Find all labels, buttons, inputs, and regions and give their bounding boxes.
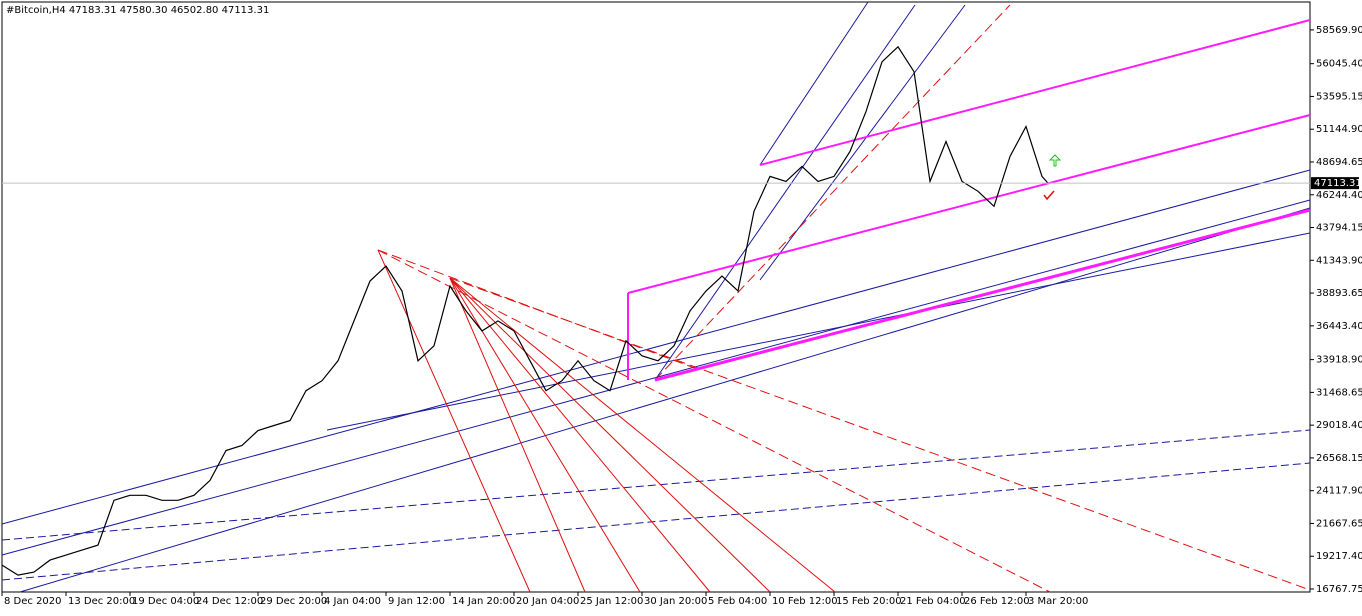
fan-line — [449, 277, 771, 593]
x-tick-label: 20 Jan 04:00 — [516, 596, 579, 607]
y-tick-label: 29018.40 — [1316, 420, 1362, 431]
current-price-label: 47113.31 — [1314, 178, 1362, 189]
dashed-fan — [654, 4, 1011, 381]
buy-arrow — [1048, 154, 1062, 167]
y-tick-label: 56045.40 — [1316, 59, 1362, 70]
fan-line — [449, 277, 836, 593]
x-tick-label: 9 Jan 12:00 — [388, 596, 445, 607]
y-tick-label: 51144.90 — [1316, 124, 1362, 135]
y-tick-label: 16767.75 — [1316, 584, 1362, 595]
x-tick-label: 30 Jan 20:00 — [644, 596, 707, 607]
x-tick-label: 26 Feb 12:00 — [964, 596, 1030, 607]
x-tick-label: 29 Dec 20:00 — [260, 596, 327, 607]
y-tick-label: 33918.90 — [1316, 355, 1362, 366]
y-tick-label: 21667.65 — [1316, 518, 1362, 529]
dashed-fan — [377, 249, 1051, 593]
y-tick-label: 36443.40 — [1316, 321, 1362, 332]
channel-line — [654, 208, 1311, 382]
x-tick-label: 19 Dec 04:00 — [132, 596, 199, 607]
trendline — [654, 4, 916, 381]
fan-line — [449, 277, 641, 593]
y-tick-label: 24117.90 — [1316, 486, 1362, 497]
fan-line — [449, 277, 711, 593]
x-tick-label: 10 Feb 12:00 — [772, 596, 838, 607]
drawings — [1, 1, 1311, 593]
x-tick-label: 24 Dec 12:00 — [196, 596, 263, 607]
trendline — [326, 232, 1311, 431]
check-mark — [1043, 190, 1055, 201]
x-tick-label: 21 Feb 04:00 — [900, 596, 966, 607]
x-tick-label: 8 Dec 2020 — [4, 596, 62, 607]
dashed-fan — [377, 249, 701, 371]
fan-line — [449, 277, 586, 593]
y-tick-label: 58569.90 — [1316, 25, 1362, 36]
y-tick-label: 48694.65 — [1316, 157, 1362, 168]
x-tick-label: 15 Feb 20:00 — [836, 596, 902, 607]
y-tick-label: 41343.90 — [1316, 255, 1362, 266]
y-tick-label: 19217.40 — [1316, 551, 1362, 562]
price-line — [1, 45, 1049, 576]
plot-frame — [1, 1, 1311, 593]
x-tick-label: 14 Jan 20:00 — [452, 596, 515, 607]
trendline — [759, 4, 966, 281]
x-tick-label: 5 Feb 04:00 — [708, 596, 767, 607]
x-tick-label: 13 Dec 20:00 — [68, 596, 135, 607]
channel-line — [759, 19, 1311, 166]
x-tick-label: 25 Jan 12:00 — [580, 596, 643, 607]
channel-line — [627, 114, 1311, 294]
y-tick-label: 31468.65 — [1316, 387, 1362, 398]
y-tick-label: 46244.40 — [1316, 190, 1362, 201]
x-tick-label: 3 Mar 20:00 — [1028, 596, 1088, 607]
x-tick-label: 4 Jan 04:00 — [324, 596, 381, 607]
trendline — [1, 199, 1311, 556]
trendline — [19, 207, 1311, 593]
fan-line — [377, 249, 531, 593]
dashed-line — [1, 462, 1311, 581]
dashed-line — [1, 429, 1311, 541]
trendline — [1, 169, 1311, 525]
y-tick-label: 38893.65 — [1316, 288, 1362, 299]
y-tick-label: 43794.15 — [1316, 223, 1362, 234]
y-tick-label: 26568.15 — [1316, 453, 1362, 464]
current-price-box — [1311, 177, 1359, 190]
y-tick-label: 53595.15 — [1316, 91, 1362, 102]
trendline — [759, 1, 869, 166]
chart-title: #Bitcoin,H4 47183.31 47580.30 46502.80 4… — [6, 5, 269, 16]
